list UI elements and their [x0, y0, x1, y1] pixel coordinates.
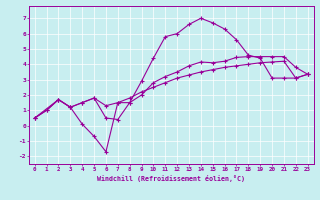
X-axis label: Windchill (Refroidissement éolien,°C): Windchill (Refroidissement éolien,°C) [97, 175, 245, 182]
